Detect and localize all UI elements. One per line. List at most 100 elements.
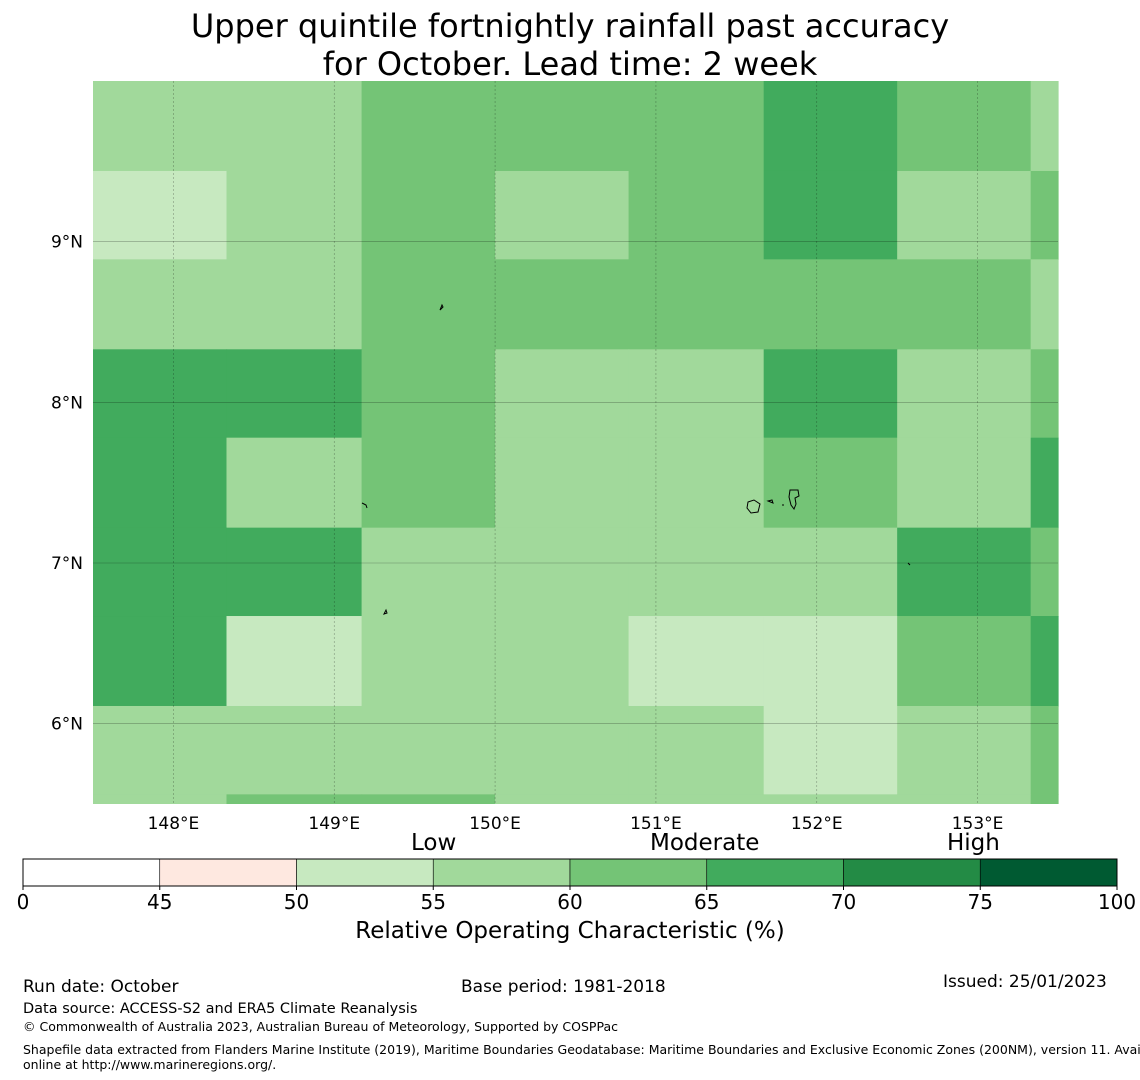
grid-cell bbox=[763, 349, 898, 439]
grid-cell bbox=[495, 349, 630, 439]
grid-cell bbox=[628, 259, 765, 350]
grid-cell bbox=[226, 170, 363, 260]
grid-cell bbox=[628, 616, 765, 707]
lat-tick-label: 6°N bbox=[51, 715, 83, 735]
grid-cell bbox=[628, 794, 765, 804]
lat-tick-label: 7°N bbox=[51, 554, 83, 574]
island-outline bbox=[766, 499, 774, 504]
colorbar-tick-label: 55 bbox=[421, 890, 446, 914]
island-outline bbox=[907, 562, 911, 566]
island-outline bbox=[439, 303, 444, 311]
grid-cell bbox=[763, 705, 898, 795]
grid-cell bbox=[1030, 794, 1059, 804]
lon-tick-label: 152°E bbox=[791, 814, 843, 834]
colorbar-segment bbox=[22, 858, 161, 887]
grid-cell bbox=[628, 170, 765, 260]
colorbar-segment bbox=[296, 858, 434, 887]
grid-cell bbox=[361, 437, 496, 529]
grid-cell bbox=[628, 81, 765, 172]
shapefile-credit-line2: online at http://www.marineregions.org/. bbox=[23, 1057, 277, 1072]
grid-cell bbox=[763, 259, 898, 350]
data-source: Data source: ACCESS-S2 and ERA5 Climate … bbox=[23, 1001, 418, 1017]
colorbar-segment bbox=[843, 858, 981, 887]
grid-cell bbox=[897, 616, 1032, 707]
colorbar-tick-label: 0 bbox=[17, 890, 30, 914]
grid-cell bbox=[495, 527, 630, 617]
grid-cell bbox=[897, 705, 1032, 795]
colorbar-segment bbox=[159, 858, 297, 887]
grid-cell bbox=[93, 170, 228, 260]
colorbar-tick-label: 45 bbox=[147, 890, 172, 914]
island-outline bbox=[383, 608, 388, 615]
category-low: Low bbox=[411, 830, 457, 856]
grid-cell bbox=[93, 705, 228, 795]
colorbar-tick-label: 50 bbox=[284, 890, 309, 914]
grid-cell bbox=[1030, 349, 1059, 439]
grid-cell bbox=[93, 794, 228, 804]
colorbar-tick-label: 75 bbox=[968, 890, 993, 914]
grid-cell bbox=[763, 437, 898, 529]
grid-cell bbox=[1030, 170, 1059, 260]
grid-cell bbox=[1030, 527, 1059, 617]
grid-cell bbox=[1030, 705, 1059, 795]
colorbar-tick-label: 60 bbox=[557, 890, 582, 914]
grid-cell bbox=[763, 794, 898, 804]
issued-date: Issued: 25/01/2023 bbox=[943, 972, 1107, 992]
grid-cell bbox=[1030, 616, 1059, 707]
grid-cell bbox=[93, 437, 228, 529]
grid-cell bbox=[226, 259, 363, 350]
grid-cell bbox=[495, 794, 630, 804]
grid-cell bbox=[93, 349, 228, 439]
grid-cell bbox=[897, 170, 1032, 260]
grid-cell bbox=[1030, 259, 1059, 350]
grid-cell bbox=[495, 259, 630, 350]
copyright: © Commonwealth of Australia 2023, Austra… bbox=[23, 1019, 618, 1034]
island-outline bbox=[746, 499, 761, 514]
grid-cell bbox=[495, 616, 630, 707]
island-outline bbox=[788, 489, 800, 511]
grid-cell bbox=[226, 794, 363, 804]
lon-tick-label: 149°E bbox=[308, 814, 360, 834]
grid-cell bbox=[897, 437, 1032, 529]
grid-cell bbox=[93, 616, 228, 707]
grid-cell bbox=[361, 527, 496, 617]
grid-cell bbox=[361, 170, 496, 260]
grid-cell bbox=[628, 527, 765, 617]
grid-cell bbox=[361, 259, 496, 350]
grid-cell bbox=[93, 81, 228, 172]
colorbar-segment bbox=[706, 858, 844, 887]
chart-title-line1: Upper quintile fortnightly rainfall past… bbox=[190, 7, 950, 45]
lat-tick-label: 8°N bbox=[51, 393, 83, 413]
category-high: High bbox=[947, 830, 1000, 856]
colorbar-segment bbox=[569, 858, 708, 887]
colorbar-tick-label: 100 bbox=[1098, 890, 1136, 914]
colorbar-segment bbox=[432, 858, 571, 887]
grid-cell bbox=[763, 81, 898, 172]
grid-cell bbox=[1030, 437, 1059, 529]
grid-cell bbox=[361, 81, 496, 172]
grid-cell bbox=[628, 349, 765, 439]
grid-cell bbox=[361, 794, 496, 804]
grid-cell bbox=[93, 259, 228, 350]
grid-cell bbox=[361, 705, 496, 795]
colorbar-tick-label: 65 bbox=[694, 890, 719, 914]
grid-cell bbox=[628, 437, 765, 529]
grid-cell bbox=[495, 705, 630, 795]
grid-cell bbox=[226, 527, 363, 617]
colorbar-segment bbox=[979, 858, 1118, 887]
grid-cell bbox=[897, 349, 1032, 439]
grid-cell bbox=[628, 705, 765, 795]
grid-cell bbox=[897, 527, 1032, 617]
grid-cell bbox=[763, 616, 898, 707]
grid-cell bbox=[226, 705, 363, 795]
grid-cell bbox=[1030, 81, 1059, 172]
grid-cell bbox=[226, 616, 363, 707]
grid-cell bbox=[226, 81, 363, 172]
lon-tick-label: 153°E bbox=[952, 814, 1004, 834]
lon-tick-label: 148°E bbox=[148, 814, 200, 834]
grid-cell bbox=[495, 437, 630, 529]
lon-tick-label: 150°E bbox=[469, 814, 521, 834]
grid-cell bbox=[361, 616, 496, 707]
colorbar-label: Relative Operating Characteristic (%) bbox=[355, 918, 785, 944]
